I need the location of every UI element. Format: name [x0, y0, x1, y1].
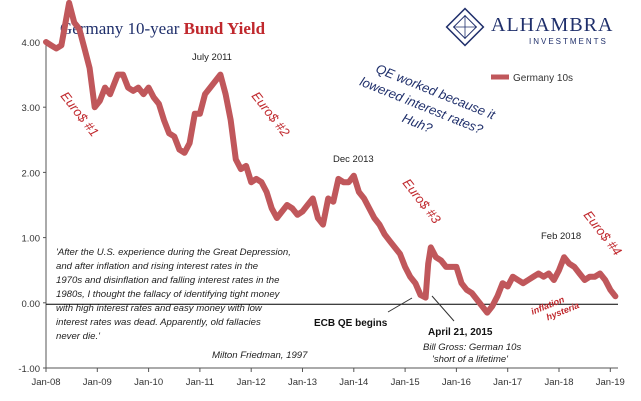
annotation-dec-2013: Dec 2013 [333, 154, 374, 165]
quote-line: with high interest rates and easy money … [56, 303, 263, 314]
x-tick-labels: Jan-08 Jan-09 Jan-10 Jan-11 Jan-12 Jan-13 Jan-… [31, 368, 625, 388]
legend: Germany 10s [491, 73, 573, 84]
annotation-bill-gross-1: Bill Gross: German 10s [423, 342, 521, 353]
x-tick-label: Jan-10 [134, 377, 163, 388]
x-tick-label: Jan-14 [339, 377, 368, 388]
logo-name: ALHAMBRA [491, 14, 613, 36]
ecb-arrow [387, 297, 413, 313]
x-tick-label: Jan-12 [237, 377, 266, 388]
annotation-inflation-hysteria: inflation hysteria [530, 294, 581, 322]
y-tick-label: 3.00 [22, 103, 41, 114]
logo-diamond-icon [445, 7, 485, 47]
series-line-germany-10s [43, 0, 619, 316]
x-tick-label: Jan-09 [83, 377, 112, 388]
x-tick-label: Jan-08 [31, 377, 60, 388]
quote-line: 1970s and disinflation and falling inter… [56, 275, 279, 286]
alhambra-logo: ALHAMBRA INVESTMENTS [445, 7, 613, 47]
annotation-euro-3: Euro$ #3 [400, 176, 445, 227]
annotation-bill-gross-2: 'short of a lifetime' [432, 354, 509, 365]
legend-label: Germany 10s [513, 73, 573, 84]
annotation-feb-2018: Feb 2018 [541, 231, 581, 242]
y-tick-label: 0.00 [22, 299, 41, 310]
annotation-ecb-qe: ECB QE begins [314, 318, 388, 329]
quote-line: 'After the U.S. experience during the Gr… [56, 247, 291, 258]
y-tick-label: -1.00 [18, 364, 40, 375]
annotation-euro-2: Euro$ #2 [249, 89, 294, 140]
chart-title: Germany 10-year Bund Yield [60, 19, 266, 38]
friedman-quote: 'After the U.S. experience during the Gr… [56, 247, 291, 342]
april-arrow [431, 295, 455, 322]
annotation-april-2015: April 21, 2015 [428, 327, 493, 338]
x-tick-label: Jan-16 [442, 377, 471, 388]
quote-line: never die.' [56, 331, 101, 342]
y-tick-labels: 4.00 3.00 2.00 1.00 0.00 -1.00 [18, 38, 46, 375]
quote-line: interest rates was dead. Apparently, old… [56, 317, 261, 328]
annotation-qe-question: QE worked because it lowered interest ra… [358, 61, 499, 137]
annotation-euro-4: Euro$ #4 [581, 208, 625, 259]
x-tick-label: Jan-11 [186, 377, 214, 388]
y-tick-label: 1.00 [22, 234, 41, 245]
quote-line: 1980s, I thought the fallacy of identify… [56, 289, 281, 300]
x-tick-label: Jan-15 [391, 377, 420, 388]
x-tick-label: Jan-13 [288, 377, 317, 388]
chart-title-part1: Germany 10-year [60, 19, 184, 38]
x-tick-label: Jan-19 [596, 377, 625, 388]
chart-title-part2: Bund Yield [184, 19, 266, 38]
x-tick-label: Jan-18 [544, 377, 573, 388]
y-tick-label: 4.00 [22, 38, 41, 49]
annotation-july-2011: July 2011 [192, 52, 232, 63]
quote-author: Milton Friedman, 1997 [212, 350, 308, 361]
y-tick-label: 2.00 [22, 168, 41, 179]
quote-line: and after inflation and rising interest … [56, 261, 258, 272]
x-tick-label: Jan-17 [493, 377, 522, 388]
logo-sub: INVESTMENTS [529, 37, 608, 46]
